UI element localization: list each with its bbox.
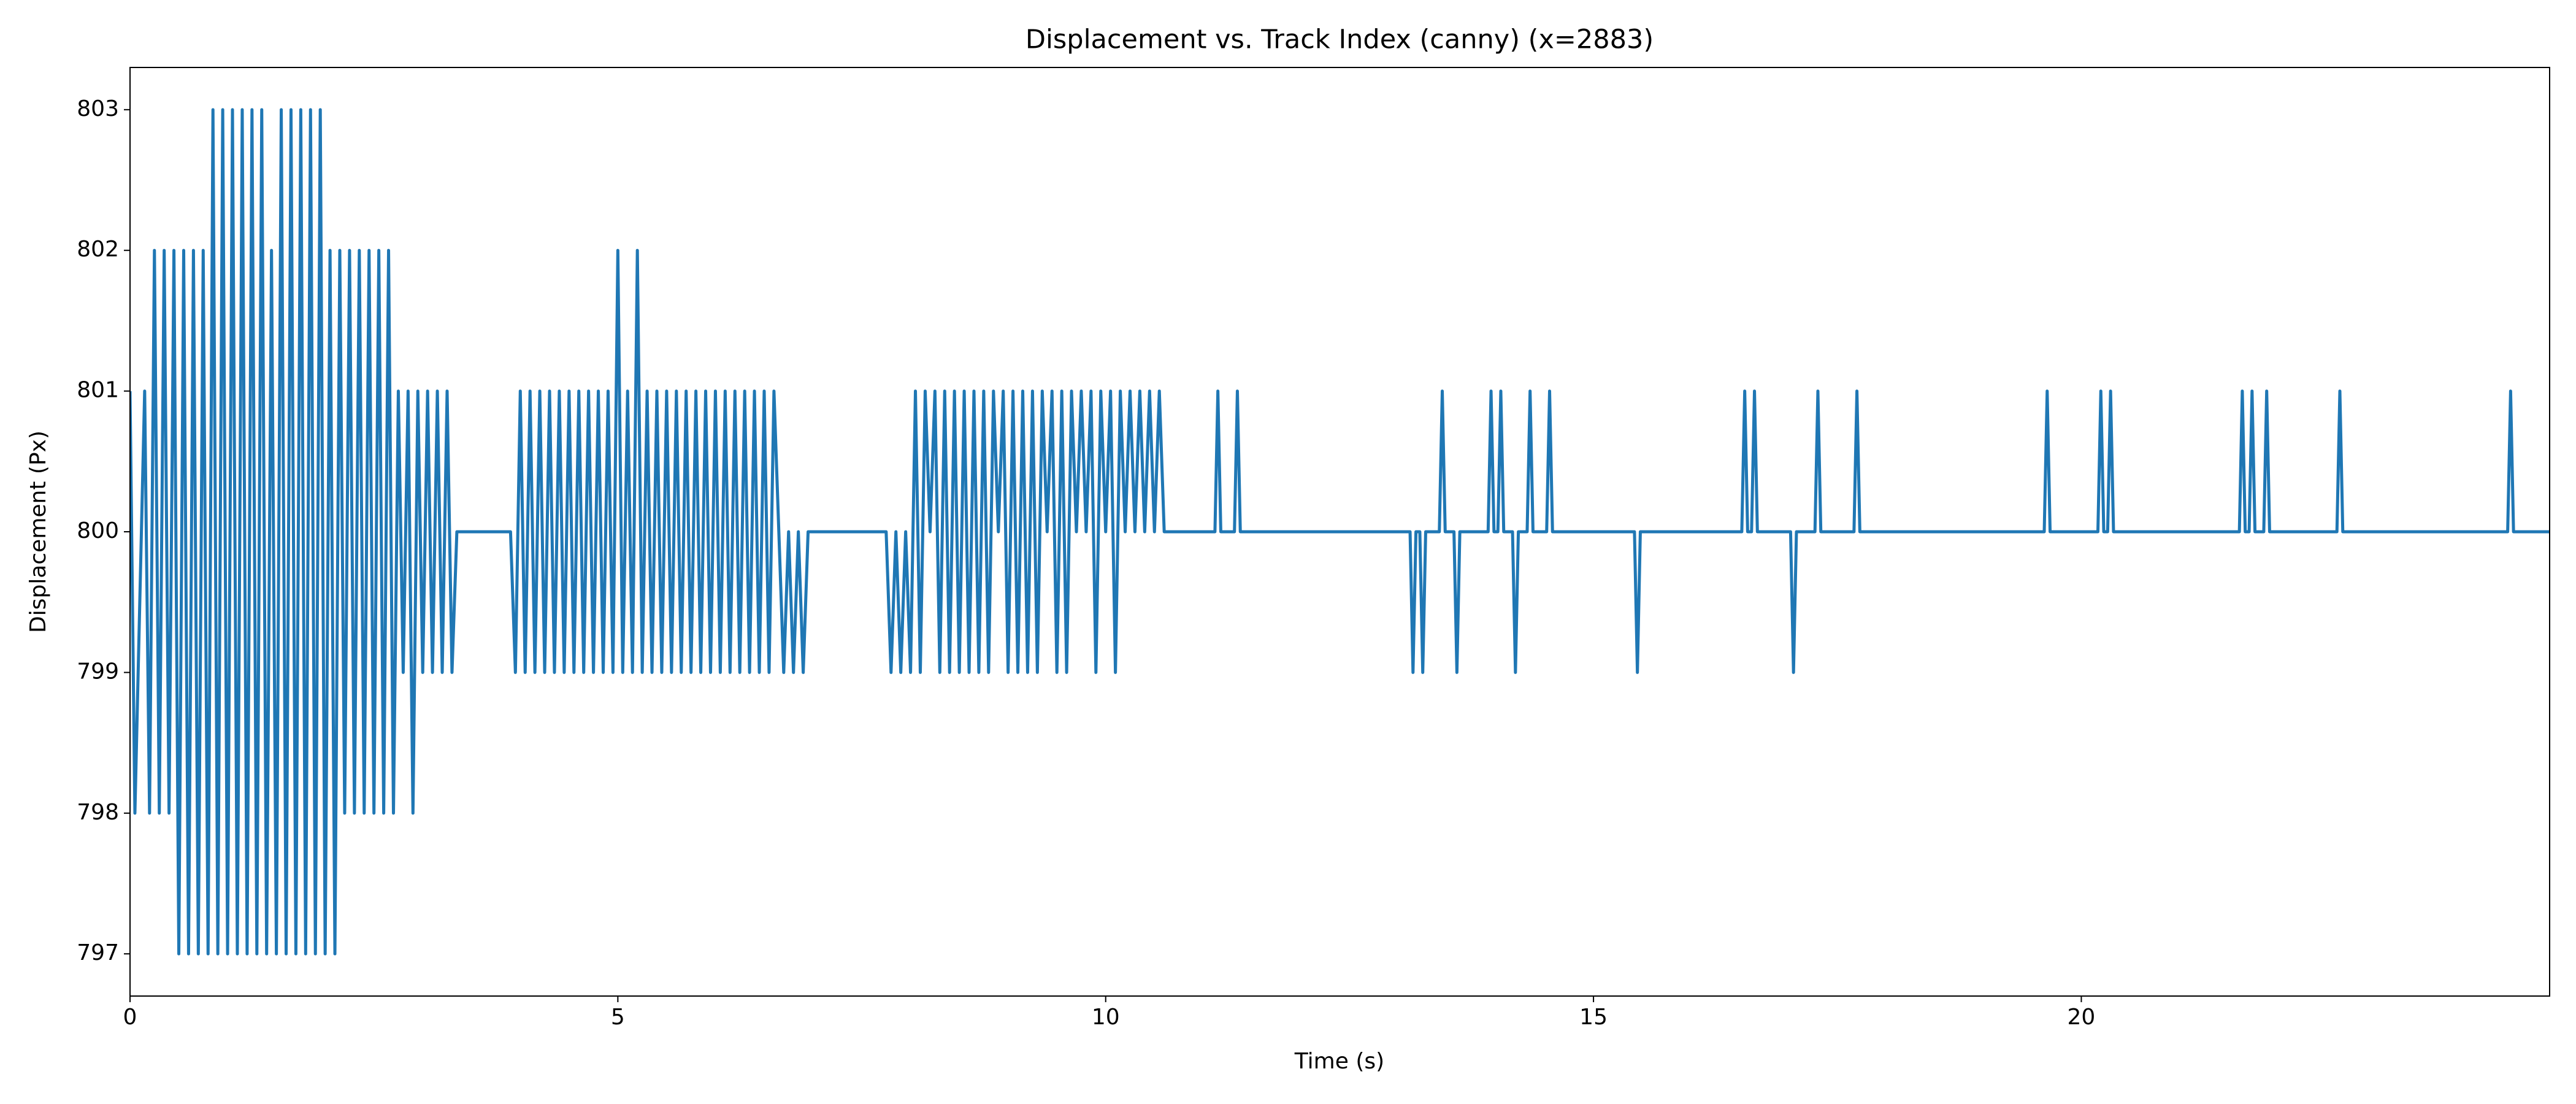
y-tick-label: 802 [77,237,119,262]
data-line [130,108,2550,956]
plot-frame [129,67,2550,997]
x-tick-label: 0 [123,1005,137,1030]
x-tick-label: 15 [1579,1005,1608,1030]
y-tick-label: 797 [77,940,119,965]
x-tick-label: 10 [1092,1005,1120,1030]
x-axis-label: Time (s) [1294,1049,1384,1074]
y-tick-label: 799 [77,659,119,684]
x-tick-label: 5 [611,1005,625,1030]
chart-title: Displacement vs. Track Index (canny) (x=… [1025,25,1654,55]
y-axis-label: Displacement (Px) [26,431,51,633]
x-tick-label: 20 [2068,1005,2096,1030]
y-tick-label: 803 [77,96,119,121]
y-tick-label: 801 [77,378,119,403]
y-tick-label: 800 [77,518,119,543]
y-tick-label: 798 [77,800,119,825]
